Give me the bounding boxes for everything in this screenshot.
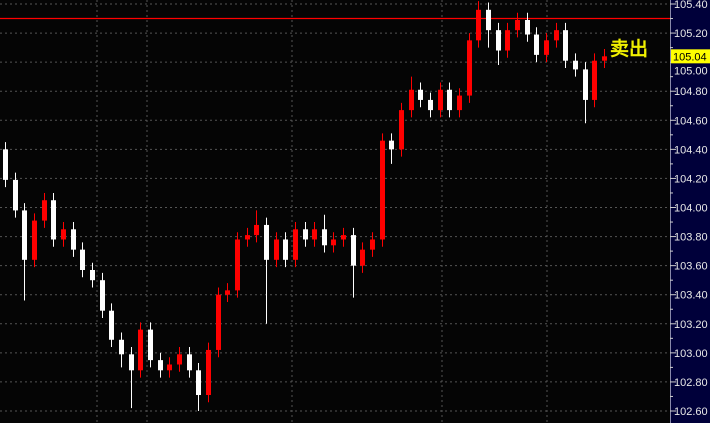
candle-body bbox=[32, 220, 37, 260]
candle-body bbox=[264, 224, 269, 260]
y-tick-label: 105.20 bbox=[674, 28, 708, 40]
candle-body bbox=[158, 360, 163, 371]
y-tick-label: 103.20 bbox=[674, 319, 708, 331]
last-price-tag bbox=[671, 49, 710, 64]
candle-body bbox=[505, 30, 510, 51]
candle-body bbox=[167, 364, 172, 371]
candle-body bbox=[206, 349, 211, 396]
candle-body bbox=[447, 89, 452, 111]
candle-body bbox=[293, 229, 298, 260]
candle-body bbox=[554, 30, 559, 41]
sell-signal-label: 卖出 bbox=[610, 38, 649, 60]
candle-body bbox=[42, 200, 47, 221]
y-tick-label: 104.00 bbox=[674, 203, 708, 215]
candle-body bbox=[119, 339, 124, 355]
candle-body bbox=[80, 249, 85, 271]
candle-body bbox=[71, 229, 76, 250]
candle-body bbox=[399, 110, 404, 150]
candle-body bbox=[303, 229, 308, 240]
candle-body bbox=[196, 370, 201, 396]
y-tick-label: 103.80 bbox=[674, 232, 708, 244]
candle-body bbox=[438, 89, 443, 111]
candle-body bbox=[525, 19, 530, 35]
y-tick-label: 104.60 bbox=[674, 115, 708, 127]
candle-body bbox=[457, 95, 462, 111]
candle-body bbox=[351, 235, 356, 266]
candle-body bbox=[563, 30, 568, 61]
y-tick-label: 105.40 bbox=[674, 0, 708, 11]
y-tick-label: 103.40 bbox=[674, 290, 708, 302]
candle-body bbox=[235, 239, 240, 291]
candle-body bbox=[592, 60, 597, 100]
candle-body bbox=[322, 229, 327, 246]
candle-body bbox=[274, 239, 279, 260]
price-axis-panel bbox=[670, 0, 710, 423]
last-price-text: 105.04 bbox=[673, 51, 707, 63]
y-tick-label: 102.60 bbox=[674, 406, 708, 418]
candle-body bbox=[312, 229, 317, 240]
y-tick-label: 104.40 bbox=[674, 144, 708, 156]
candle-body bbox=[331, 239, 336, 246]
candle-body bbox=[360, 249, 365, 266]
candle-body bbox=[409, 89, 414, 111]
candle-body bbox=[370, 239, 375, 250]
candle-body bbox=[515, 19, 520, 31]
y-tick-label: 104.20 bbox=[674, 173, 708, 185]
candle-body bbox=[51, 200, 56, 240]
candle-body bbox=[389, 140, 394, 150]
y-tick-label: 103.00 bbox=[674, 348, 708, 360]
candle-body bbox=[225, 290, 230, 295]
candle-body bbox=[602, 56, 607, 61]
y-tick-label: 104.80 bbox=[674, 86, 708, 98]
candle-body bbox=[583, 69, 588, 100]
candle-body bbox=[573, 60, 578, 70]
candle-body bbox=[177, 354, 182, 365]
candle-body bbox=[283, 239, 288, 260]
candle-body bbox=[467, 40, 472, 96]
candle-body bbox=[380, 140, 385, 240]
candle-body bbox=[90, 270, 95, 281]
candle-body bbox=[148, 329, 153, 361]
candle-body bbox=[476, 9, 481, 41]
y-tick-label: 103.60 bbox=[674, 261, 708, 273]
candle-body bbox=[418, 89, 423, 100]
candle-body bbox=[109, 310, 114, 340]
candle-body bbox=[486, 9, 491, 31]
candle-body bbox=[428, 99, 433, 111]
candle-body bbox=[129, 354, 134, 371]
candle-body bbox=[544, 40, 549, 55]
candle-body bbox=[61, 229, 66, 240]
candle-body bbox=[100, 280, 105, 311]
y-tick-label: 105.00 bbox=[674, 65, 708, 77]
candle-body bbox=[187, 354, 192, 371]
candle-body bbox=[496, 30, 501, 51]
candle-body bbox=[341, 235, 346, 240]
candle-body bbox=[13, 179, 18, 211]
candle-body bbox=[216, 294, 221, 350]
candle-body bbox=[22, 210, 27, 260]
candle-body bbox=[254, 224, 259, 236]
candle-body bbox=[3, 149, 8, 180]
y-tick-label: 102.80 bbox=[674, 377, 708, 389]
candle-body bbox=[534, 34, 539, 55]
candle-body bbox=[245, 235, 250, 240]
candle-body bbox=[138, 329, 143, 371]
